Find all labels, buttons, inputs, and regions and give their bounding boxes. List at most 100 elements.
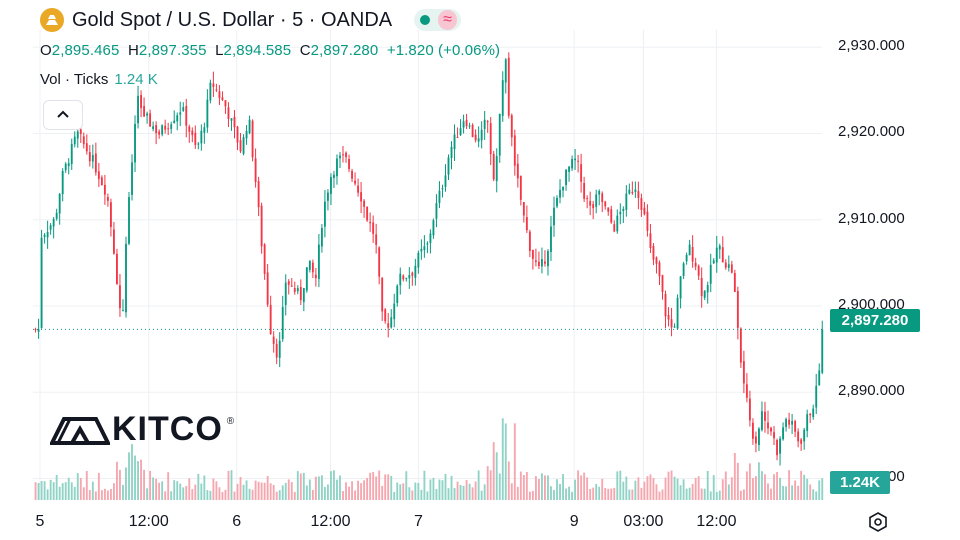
- candle-body: [764, 411, 766, 421]
- candle-body: [724, 262, 727, 268]
- candle-body: [459, 128, 462, 135]
- volume-bar: [706, 470, 709, 500]
- volume-bar: [471, 487, 474, 500]
- candle-body: [568, 166, 570, 172]
- volume-bar: [770, 488, 772, 500]
- candle-body: [100, 177, 103, 186]
- candle-body: [628, 189, 631, 194]
- volume-bar: [140, 459, 142, 500]
- volume-bar: [164, 491, 167, 500]
- candle-body: [462, 121, 465, 128]
- volume-bar: [697, 476, 700, 500]
- candle-body: [595, 194, 598, 207]
- collapse-legend-button[interactable]: [43, 100, 83, 130]
- volume-bar: [721, 479, 724, 500]
- volume-bar: [320, 475, 323, 500]
- volume-bar: [673, 476, 676, 500]
- volume-label: Vol · Ticks: [40, 71, 109, 88]
- volume-bar: [652, 477, 655, 500]
- candle-body: [336, 158, 338, 177]
- volume-legend[interactable]: Vol · Ticks 1.24 K: [40, 71, 158, 88]
- volume-bar: [634, 480, 637, 500]
- kitco-logo-text: KITCO: [112, 410, 223, 448]
- volume-bar: [441, 480, 444, 500]
- candle-body: [745, 384, 748, 398]
- candle-body: [721, 247, 724, 263]
- candle-body: [311, 262, 314, 273]
- candle-body: [655, 257, 658, 264]
- candle-body: [553, 207, 555, 226]
- candle-body: [580, 164, 583, 182]
- candle-body: [200, 130, 203, 144]
- candle-body: [613, 224, 616, 232]
- price-tick-label: 2,920.000: [838, 123, 905, 141]
- chart-settings-button[interactable]: [866, 510, 890, 534]
- candle-body: [742, 361, 745, 384]
- volume-bar: [426, 491, 429, 500]
- volume-bar: [215, 481, 218, 500]
- candle-body: [776, 440, 778, 456]
- candle-body: [429, 233, 432, 244]
- volume-bar: [631, 489, 634, 500]
- volume-bar: [342, 491, 344, 500]
- candle-body: [52, 219, 55, 227]
- volume-bar: [562, 474, 564, 500]
- candle-body: [631, 192, 634, 194]
- volume-bar: [580, 475, 583, 500]
- symbol-title[interactable]: Gold Spot / U.S. Dollar · 5 · OANDA: [72, 8, 393, 31]
- volume-bar: [327, 484, 329, 500]
- candle-body: [706, 285, 709, 293]
- volume-bar: [748, 463, 751, 500]
- candle-body: [194, 132, 197, 145]
- candle-body: [537, 261, 540, 267]
- candle-body: [236, 126, 239, 143]
- candle-body: [302, 288, 305, 303]
- volume-bar: [758, 462, 760, 500]
- volume-bar: [667, 471, 670, 500]
- candle-body: [242, 137, 245, 154]
- volume-bar: [348, 486, 350, 500]
- price-axis[interactable]: 2,930.000 2,920.000 2,910.000 2,900.000 2,89…: [830, 0, 960, 500]
- candle-body: [275, 343, 278, 358]
- time-tick-label: 12:00: [310, 513, 351, 530]
- volume-bar: [655, 484, 658, 500]
- volume-bar: [390, 475, 393, 500]
- volume-bar: [112, 483, 115, 500]
- volume-bar: [405, 471, 408, 500]
- candle-body: [604, 201, 607, 207]
- volume-bar: [76, 473, 79, 500]
- candle-body: [468, 125, 471, 127]
- candle-body: [393, 303, 396, 320]
- candle-body: [547, 251, 549, 267]
- market-open-dot-icon: [420, 15, 431, 25]
- volume-bar: [616, 471, 619, 500]
- data-delay-icon: ≈: [438, 10, 457, 30]
- volume-bar: [209, 490, 212, 500]
- volume-bar: [501, 418, 504, 500]
- volume-bar: [221, 491, 224, 500]
- volume-bar: [619, 470, 622, 500]
- candle-body: [586, 198, 589, 200]
- time-axis[interactable]: 5 12:00 6 12:00 7 9 03:00 12:00: [0, 505, 960, 540]
- candle-body: [281, 307, 284, 340]
- candle-body: [571, 159, 574, 169]
- volume-bar: [577, 470, 580, 500]
- candle-body: [522, 202, 525, 216]
- volume-bar: [751, 478, 754, 500]
- candle-body: [676, 297, 679, 329]
- volume-bar: [417, 482, 420, 500]
- candle-body: [815, 385, 818, 408]
- market-status[interactable]: ≈: [414, 9, 461, 31]
- volume-bar: [149, 470, 152, 500]
- candle-body: [299, 286, 302, 301]
- volume-bar: [438, 479, 441, 500]
- candle-body: [266, 272, 269, 305]
- volume-bar: [143, 469, 146, 500]
- volume-bar: [305, 485, 308, 500]
- volume-bar: [275, 491, 278, 500]
- candle-body: [456, 136, 459, 138]
- volume-bar: [420, 489, 423, 500]
- volume-bar: [339, 475, 341, 500]
- candle-body: [327, 192, 329, 201]
